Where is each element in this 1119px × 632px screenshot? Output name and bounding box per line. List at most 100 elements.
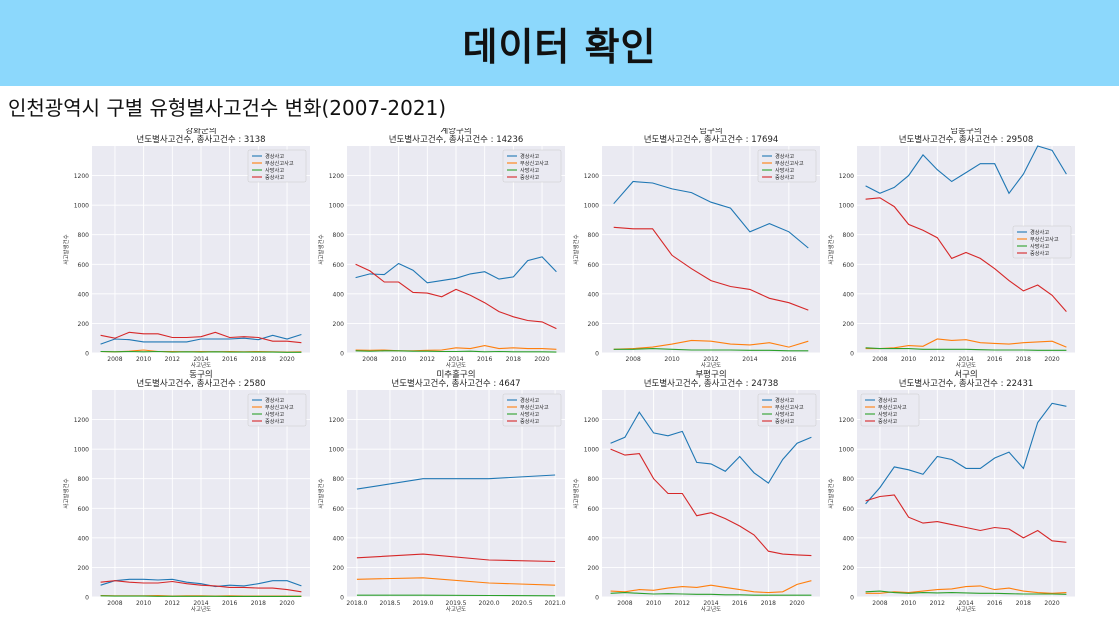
chart-6-ytick-label: 600	[588, 506, 600, 513]
chart-5-title-line: 년도별사고건수, 총사고건수 : 4647	[391, 378, 520, 389]
chart-7-xtick-label: 2008	[872, 600, 887, 607]
chart-6-legend-label: 중상사고	[775, 417, 794, 425]
chart-7-xtick-label: 2010	[901, 600, 916, 607]
chart-5-series-line-0	[356, 474, 556, 490]
chart-7-ytick-label: 600	[843, 506, 855, 513]
chart-3-legend-label: 중상사고	[1030, 249, 1049, 257]
chart-4-legend-label: 중상사고	[265, 417, 284, 425]
chart-7-series-line-3	[865, 494, 1067, 543]
header-banner: 데이터 확인	[0, 0, 1119, 86]
chart-0-ytick-label: 1000	[74, 203, 89, 210]
chart-1-ytick-label: 400	[333, 291, 345, 298]
chart-4-title-line: 년도별사고건수, 총사고건수 : 2580	[136, 378, 265, 389]
chart-4-legend-label: 부상신고사고	[265, 403, 294, 411]
chart-0-legend-label: 사망사고	[265, 166, 284, 174]
chart-6-ytick-label: 400	[588, 535, 600, 542]
chart-0-title-line: 강화군의	[185, 128, 216, 136]
chart-2-ytick-label: 1000	[584, 203, 599, 210]
chart-1-title: 계양구의 년도별사고건수, 총사고건수 : 14236	[389, 128, 524, 145]
chart-3-xtick-label: 2010	[901, 356, 916, 363]
chart-1-ytick-label: 600	[333, 262, 345, 269]
chart-4-title: 동구의 년도별사고건수, 총사고건수 : 2580	[136, 369, 265, 389]
chart-2-series-line-1	[613, 339, 809, 350]
chart-3-ytick-label: 0	[850, 351, 854, 358]
chart-2-ylabel: 사고발생건수	[572, 234, 580, 264]
chart-6-legend-label: 경상사고	[775, 396, 794, 404]
chart-6-xtick-label: 2016	[732, 600, 747, 607]
chart-6-title-line: 년도별사고건수, 총사고건수 : 24738	[644, 378, 779, 389]
chart-3-ytick-label: 200	[843, 321, 855, 328]
chart-0-legend-label: 중상사고	[265, 173, 284, 181]
chart-7-title: 서구의 년도별사고건수, 총사고건수 : 22431	[899, 369, 1034, 389]
chart-1-ytick-label: 1000	[329, 203, 344, 210]
chart-6-series-line-1	[610, 580, 812, 594]
chart-1-series-line-3	[355, 263, 557, 330]
chart-3-xtick-label: 2016	[987, 356, 1002, 363]
chart-5-title: 미추홀구의 년도별사고건수, 총사고건수 : 4647	[391, 369, 520, 389]
chart-3-title-line: 남동구의	[950, 128, 981, 136]
chart-6-legend-label: 부상신고사고	[775, 403, 804, 411]
chart-7-ytick-label: 200	[843, 565, 855, 572]
chart-2-title: 남구의 년도별사고건수, 총사고건수 : 17694	[644, 128, 779, 145]
chart-5-xtick-label: 2021.0	[545, 600, 566, 607]
chart-5-xtick-label: 2020.0	[479, 600, 500, 607]
chart-2-ytick-label: 200	[588, 321, 600, 328]
chart-7-title-line: 년도별사고건수, 총사고건수 : 22431	[899, 378, 1034, 389]
chart-6: 부평구의 년도별사고건수, 총사고건수 : 24738 0 200 400 600 800 1…	[572, 369, 820, 613]
chart-3-legend	[1012, 225, 1072, 259]
chart-1-ytick-label: 200	[333, 321, 345, 328]
chart-6-ytick-label: 1000	[584, 447, 599, 454]
chart-6-ylabel: 사고발생건수	[572, 478, 580, 508]
chart-1-xtick-label: 2016	[477, 356, 492, 363]
chart-5-title-line: 미추홀구의	[436, 369, 475, 380]
chart-6-ytick-label: 800	[588, 476, 600, 483]
chart-4-xtick-label: 2014	[193, 600, 208, 607]
page-subtitle: 인천광역시 구별 유형별사고건수 변화(2007-2021)	[8, 96, 447, 120]
chart-5-series-line-3	[356, 553, 556, 563]
chart-3-legend-label: 사망사고	[1030, 242, 1049, 250]
chart-2-legend-label: 부상신고사고	[775, 159, 804, 167]
chart-4-series-line-0	[100, 578, 302, 588]
chart-5-legend-label: 경상사고	[520, 396, 539, 404]
chart-5-xtick-label: 2018.5	[379, 600, 400, 607]
chart-0: 강화군의 년도별사고건수, 총사고건수 : 3138 0 200 400 600 800 10…	[62, 125, 310, 369]
chart-1-ytick-label: 0	[340, 351, 344, 358]
chart-6-xtick-label: 2012	[675, 600, 690, 607]
chart-0-series-line-0	[100, 333, 302, 345]
chart-2-xtick-label: 2016	[781, 356, 796, 363]
chart-7-ytick-label: 400	[843, 535, 855, 542]
chart-0-legend	[247, 149, 307, 183]
chart-grid: 강화군의 년도별사고건수, 총사고건수 : 3138 0 200 400 600 800 10…	[62, 125, 1075, 613]
chart-4-legend-label: 경상사고	[265, 396, 284, 404]
chart-1-series-line-2	[355, 350, 557, 353]
chart-5-xtick-label: 2019.5	[446, 600, 467, 607]
chart-7-xtick-label: 2020	[1044, 600, 1059, 607]
page-title: 데이터 확인	[462, 24, 657, 69]
chart-2-legend-label: 사망사고	[775, 166, 794, 174]
chart-3-xtick-label: 2012	[930, 356, 945, 363]
chart-5-ytick-label: 0	[340, 595, 344, 602]
chart-0-title-line: 년도별사고건수, 총사고건수 : 3138	[136, 134, 265, 145]
chart-0-ytick-label: 1200	[74, 173, 89, 180]
chart-3-xlabel: 사고년도	[956, 361, 976, 369]
chart-0-ytick-label: 0	[85, 351, 89, 358]
chart-4-ytick-label: 0	[85, 595, 89, 602]
chart-1-legend-label: 경상사고	[520, 152, 539, 160]
chart-6-ytick-label: 0	[595, 595, 599, 602]
chart-3-legend-label: 부상신고사고	[1030, 235, 1059, 243]
chart-4-ytick-label: 800	[78, 476, 90, 483]
chart-5-xtick-label: 2019.0	[412, 600, 433, 607]
chart-6-ytick-label: 1200	[584, 417, 599, 424]
chart-2-xtick-label: 2012	[703, 356, 718, 363]
chart-5-xlabel: 사고년도	[446, 605, 466, 613]
chart-0-xlabel: 사고년도	[191, 361, 211, 369]
chart-1-legend-label: 사망사고	[520, 166, 539, 174]
chart-2-ytick-label: 600	[588, 262, 600, 269]
chart-5-ytick-label: 1000	[329, 447, 344, 454]
chart-7-ylabel: 사고발생건수	[827, 478, 835, 508]
chart-1-series-line-0	[355, 256, 557, 284]
chart-4-ytick-label: 400	[78, 535, 90, 542]
chart-1-xlabel: 사고년도	[446, 361, 466, 369]
chart-0-xtick-label: 2018	[251, 356, 266, 363]
chart-2-xtick-label: 2014	[742, 356, 757, 363]
